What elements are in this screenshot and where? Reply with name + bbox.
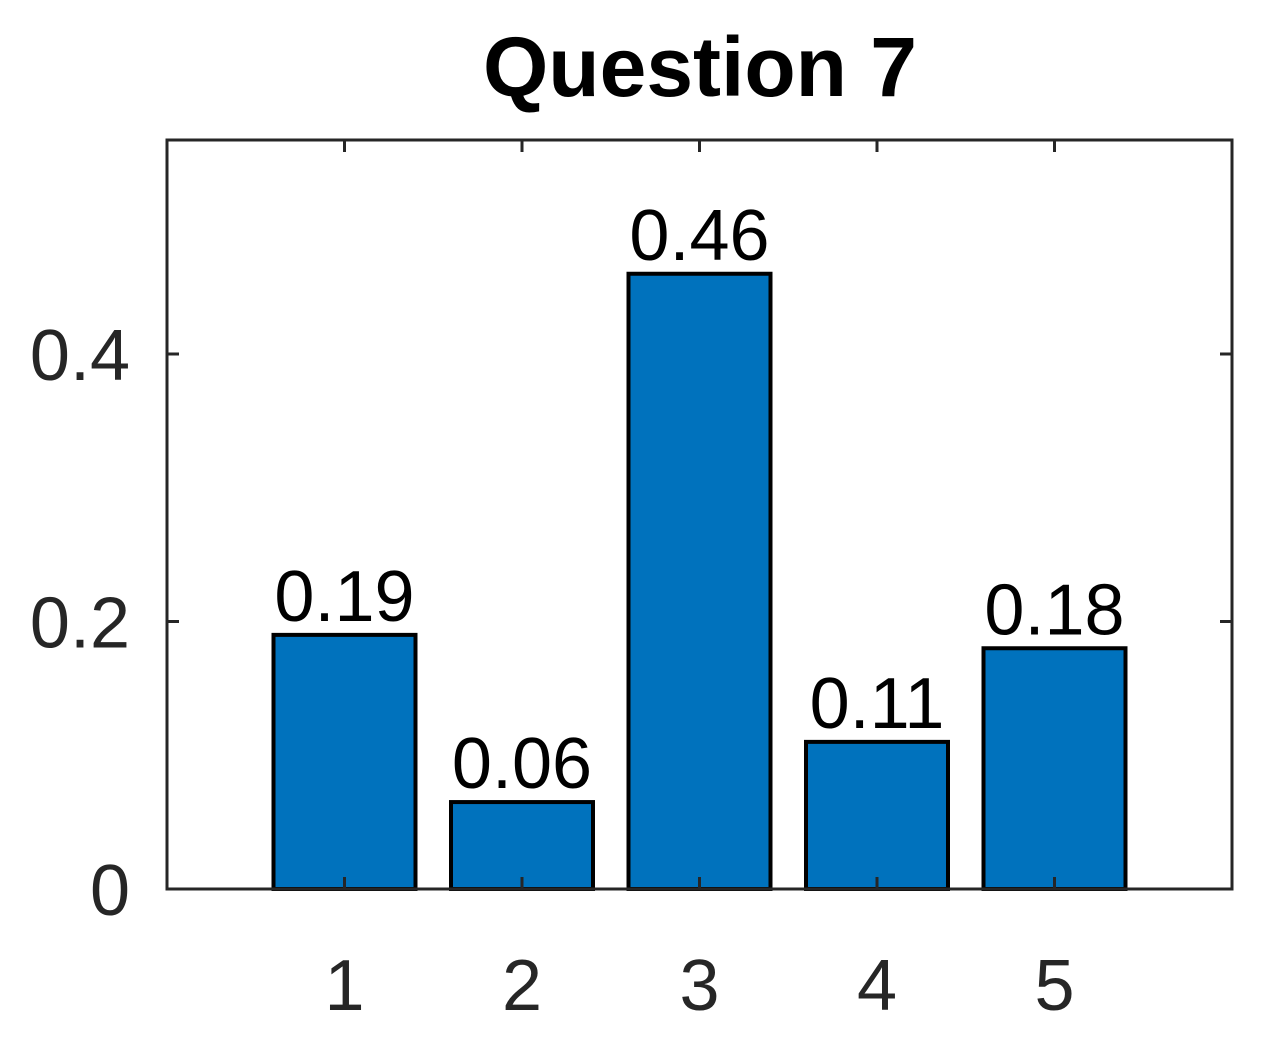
chart-title: Question 7 bbox=[483, 20, 917, 114]
bar-4 bbox=[804, 739, 950, 891]
bar-3 bbox=[626, 271, 773, 891]
y-tick-label-0.4: 0.4 bbox=[30, 316, 130, 396]
bar-1 bbox=[271, 632, 418, 891]
x-tick-label-2: 2 bbox=[502, 946, 542, 1026]
x-tick-label-4: 4 bbox=[857, 946, 897, 1026]
bar-5 bbox=[981, 646, 1128, 891]
x-tick-label-1: 1 bbox=[324, 946, 364, 1026]
y-tick-label-0.2: 0.2 bbox=[30, 584, 130, 664]
data-label-4: 0.11 bbox=[810, 664, 945, 744]
data-label-3: 0.46 bbox=[629, 196, 769, 276]
y-tick-label-0: 0 bbox=[90, 851, 130, 931]
data-label-5: 0.18 bbox=[984, 570, 1124, 650]
x-tick-label-5: 5 bbox=[1034, 946, 1074, 1026]
axes-layer: 1 2 3 4 5 0 0.2 0.4 bbox=[30, 138, 1234, 1026]
bars-layer bbox=[271, 271, 1128, 891]
x-tick-label-3: 3 bbox=[679, 946, 719, 1026]
data-label-1: 0.19 bbox=[274, 557, 414, 637]
data-label-2: 0.06 bbox=[452, 724, 592, 804]
bar-2 bbox=[449, 800, 595, 891]
data-labels-layer: 0.19 0.06 0.46 0.11 0.18 bbox=[274, 196, 1124, 804]
